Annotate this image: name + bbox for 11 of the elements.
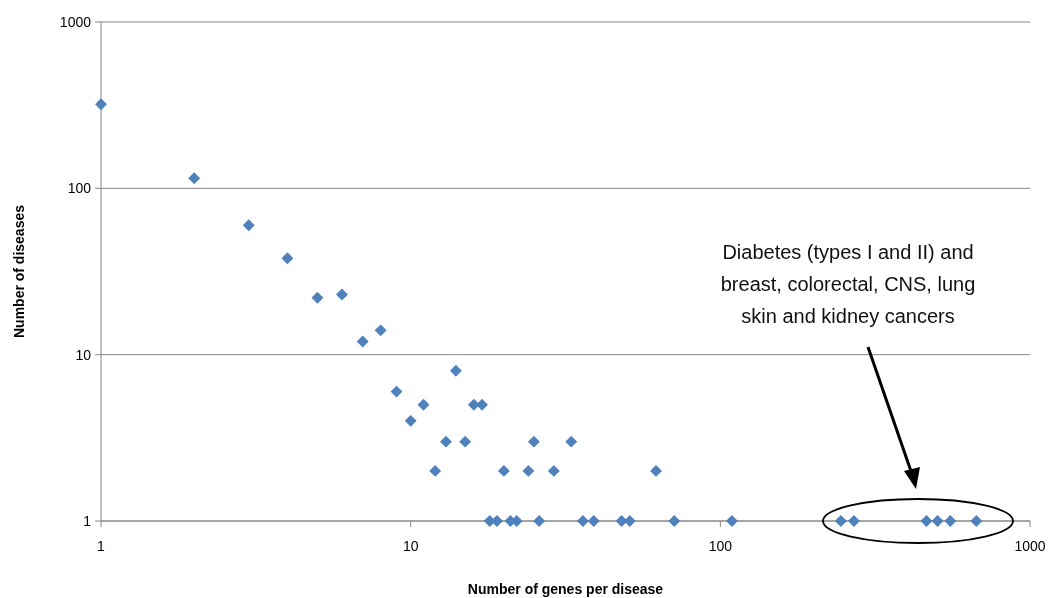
y-tick-label: 1000	[59, 14, 92, 30]
x-tick-label: 100	[708, 538, 733, 554]
y-tick-label: 1	[83, 513, 92, 529]
annotation: Diabetes (types I and II) and breast, colorectal, CNS, lung skin and kidney cancers	[720, 241, 976, 327]
y-tick-label: 10	[75, 346, 92, 363]
x-tick-label: 1	[97, 538, 106, 554]
y-axis-title: Number of diseases	[11, 204, 27, 339]
x-tick-label: 10	[402, 538, 419, 554]
x-tick-label: 1000	[1014, 538, 1046, 554]
x-axis-title: Number of genes per disease	[467, 581, 664, 597]
y-tick-label: 100	[67, 180, 92, 197]
